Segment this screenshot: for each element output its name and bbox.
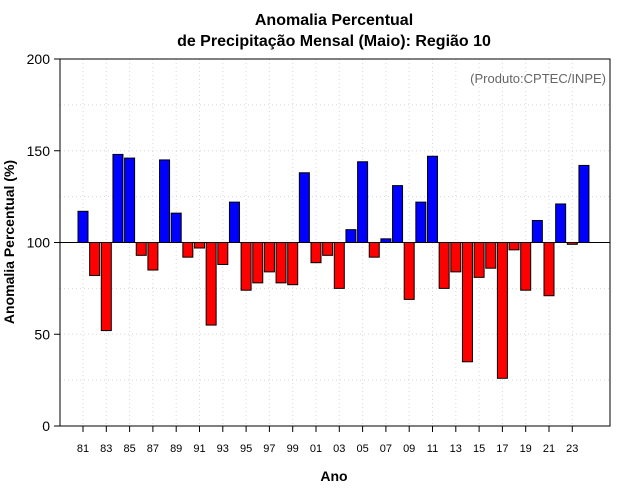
bar-1999 xyxy=(287,242,299,286)
bar-1990 xyxy=(182,242,194,258)
bar-1982 xyxy=(89,242,101,277)
bar-2011 xyxy=(427,155,438,244)
bars xyxy=(77,153,590,379)
x-tick-label: 87 xyxy=(147,443,159,455)
bar-1993 xyxy=(217,242,229,266)
x-tick-label: 83 xyxy=(100,443,112,455)
bar-2020 xyxy=(531,219,543,243)
x-tick-label: 81 xyxy=(77,443,89,455)
bar-2004 xyxy=(345,229,357,243)
x-tick-label: 19 xyxy=(520,443,532,455)
bar-1998 xyxy=(275,242,287,284)
bar-2010 xyxy=(415,201,427,244)
bar-2008 xyxy=(392,185,404,244)
x-axis-label: Ano xyxy=(320,468,347,484)
bar-1995 xyxy=(240,242,252,291)
bar-2016 xyxy=(485,242,497,269)
bar-1991 xyxy=(194,242,205,249)
bar-2018 xyxy=(508,242,520,251)
bar-1992 xyxy=(205,242,217,326)
bar-1988 xyxy=(159,159,171,243)
bar-1984 xyxy=(112,153,124,243)
bar-2000 xyxy=(298,172,310,244)
x-tick-label: 93 xyxy=(217,443,229,455)
chart-title-line2: de Precipitação Mensal (Maio): Região 10 xyxy=(177,33,491,50)
x-tick-label: 13 xyxy=(450,443,462,455)
chart-title-line1: Anomalia Percentual xyxy=(255,12,413,29)
x-tick-label: 85 xyxy=(123,443,135,455)
y-tick-label: 150 xyxy=(27,143,51,159)
y-tick-label: 0 xyxy=(42,418,50,434)
x-tick-label: 17 xyxy=(496,443,508,455)
bar-2007 xyxy=(380,238,392,244)
bar-1997 xyxy=(263,242,275,273)
bar-2012 xyxy=(438,242,450,289)
bar-1996 xyxy=(252,242,264,284)
bar-2002 xyxy=(322,242,334,256)
x-tick-label: 15 xyxy=(473,443,485,455)
credit-text: (Produto:CPTEC/INPE) xyxy=(470,71,606,86)
bar-1986 xyxy=(135,242,147,256)
x-tick-label: 89 xyxy=(170,443,182,455)
bar-2001 xyxy=(310,242,322,264)
x-tick-label: 01 xyxy=(310,443,322,455)
x-tick-label: 97 xyxy=(263,443,275,455)
bar-1983 xyxy=(100,242,112,332)
bar-2024 xyxy=(578,164,590,243)
bar-2003 xyxy=(333,242,345,289)
bar-1994 xyxy=(228,201,240,244)
bar-1987 xyxy=(147,242,159,271)
x-tick-label: 09 xyxy=(403,443,415,455)
bar-2019 xyxy=(520,242,532,291)
y-tick-label: 100 xyxy=(27,235,51,251)
bar-2022 xyxy=(555,203,567,243)
bar-2015 xyxy=(473,242,485,278)
y-axis-label: Anomalia Percentual (%) xyxy=(1,160,17,324)
bar-2017 xyxy=(496,242,508,379)
bar-2021 xyxy=(543,242,555,297)
bar-2013 xyxy=(450,242,462,273)
x-tick-label: 23 xyxy=(566,443,578,455)
x-tick-label: 05 xyxy=(356,443,368,455)
y-tick-label: 200 xyxy=(27,51,51,67)
axes: 0 50 100 150 200 81 83 85 87 89 91 93 95 97 99 01 03 05 07… xyxy=(27,51,611,455)
bar-1981 xyxy=(77,210,89,243)
bar-1985 xyxy=(124,157,136,243)
x-tick-label: 21 xyxy=(543,443,555,455)
bar-2005 xyxy=(357,161,369,243)
bar-2014 xyxy=(461,242,473,363)
bar-1989 xyxy=(170,212,182,243)
x-tick-label: 99 xyxy=(287,443,299,455)
x-tick-label: 95 xyxy=(240,443,252,455)
x-tick-label: 11 xyxy=(427,443,438,455)
x-tick-label: 91 xyxy=(193,443,205,455)
x-tick-label: 07 xyxy=(380,443,392,455)
bar-2006 xyxy=(368,242,380,258)
y-tick-label: 50 xyxy=(34,326,50,342)
x-tick-label: 03 xyxy=(333,443,345,455)
bar-2009 xyxy=(403,242,415,300)
